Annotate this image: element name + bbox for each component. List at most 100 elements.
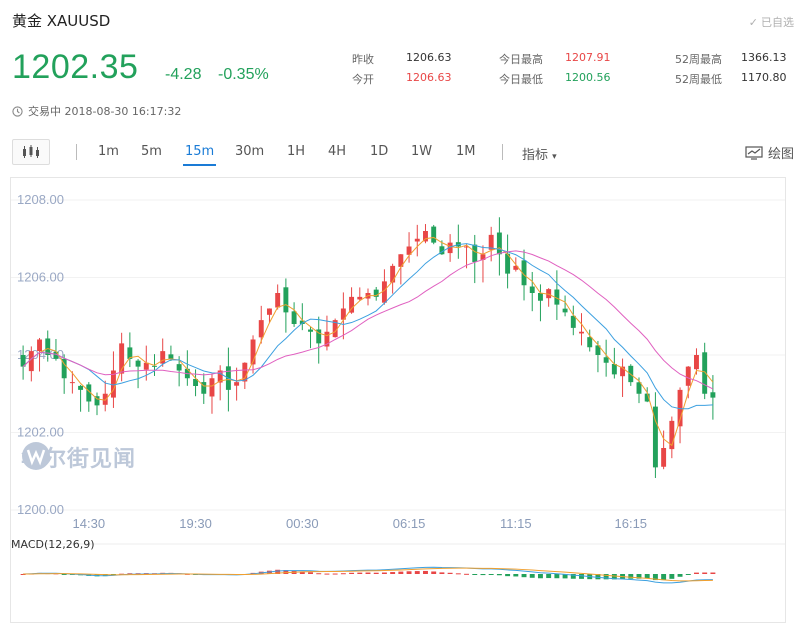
toolbar-divider	[76, 144, 77, 160]
indicator-menu[interactable]: 指标 ▾	[522, 148, 557, 163]
candle-body	[127, 347, 133, 359]
macd-histogram-bar	[554, 574, 560, 579]
candle-body	[464, 246, 470, 248]
y-tick-label: 1204.00	[17, 347, 64, 362]
candle-body	[537, 292, 543, 301]
macd-histogram-bar	[340, 573, 346, 575]
macd-histogram-bar	[324, 573, 330, 575]
y-tick-label: 1200.00	[17, 502, 64, 517]
tf-15m[interactable]: 15m	[182, 144, 217, 166]
candle-body	[275, 293, 281, 308]
candlestick-icon	[23, 145, 39, 158]
macd-histogram-bar	[537, 574, 543, 579]
macd-histogram-bar	[480, 574, 486, 576]
tf-1h[interactable]: 1H	[287, 144, 306, 159]
macd-histogram-bar	[710, 572, 716, 574]
candle-body	[110, 370, 116, 398]
macd-histogram-bar	[570, 574, 576, 579]
tf-1d[interactable]: 1D	[370, 144, 389, 159]
macd-histogram-bar	[365, 572, 371, 574]
instrument-title: 黄金 XAUUSD	[12, 12, 111, 30]
candle-body	[677, 389, 683, 427]
macd-histogram-bar	[275, 569, 281, 574]
macd-histogram-bar	[685, 574, 691, 575]
x-tick-label: 00:30	[286, 516, 319, 531]
macd-histogram-bar	[702, 572, 708, 574]
x-tick-label: 14:30	[73, 516, 106, 531]
macd-histogram-bar	[628, 574, 634, 579]
candle-body	[472, 244, 478, 262]
macd-histogram-bar	[694, 572, 699, 574]
candle-body	[587, 337, 593, 348]
candle-body	[694, 355, 699, 370]
candle-body	[373, 289, 379, 297]
stat-52w-high: 52周最高 1366.13	[675, 51, 787, 66]
candle-body	[357, 296, 363, 300]
price-change: -4.28	[165, 66, 202, 83]
macd-histogram-bar	[390, 572, 396, 574]
candle-body	[488, 234, 494, 250]
candle-body	[94, 396, 100, 406]
macd-histogram-bar	[20, 574, 26, 575]
candlestick-chart[interactable]: 1208.00 1206.00 1204.00 1202.00 1200.00 14:30…	[11, 178, 785, 622]
macd-histogram-bar	[669, 574, 675, 579]
tf-1m[interactable]: 1m	[98, 144, 119, 159]
candle-body	[414, 238, 420, 242]
tf-1w[interactable]: 1W	[411, 144, 433, 159]
candle-body	[266, 308, 272, 315]
tf-30m[interactable]: 30m	[235, 144, 265, 159]
macd-histogram-bar	[513, 574, 519, 577]
macd-histogram-bar	[661, 574, 667, 581]
macd-histogram-bar	[423, 570, 428, 574]
candle-body	[201, 382, 207, 394]
tf-1mo[interactable]: 1M	[456, 144, 476, 159]
candle-body	[299, 320, 305, 324]
candle-body	[102, 393, 108, 405]
candle-body	[398, 254, 404, 267]
draw-button[interactable]: 绘图	[745, 143, 794, 162]
candle-body	[480, 254, 486, 260]
favorite-toggle[interactable]: ✓ 已自选	[749, 14, 794, 30]
status-text: 交易中 2018-08-30 16:17:32	[28, 105, 182, 118]
macd-histogram-bar	[414, 571, 420, 574]
candle-body	[349, 296, 355, 313]
candle-body	[439, 246, 445, 255]
macd-histogram-bar	[127, 573, 133, 575]
stat-52w-low: 52周最低 1170.80	[675, 71, 787, 86]
candle-body	[20, 355, 26, 367]
candle-body	[620, 366, 626, 377]
tf-4h[interactable]: 4H	[328, 144, 347, 159]
candle-body	[390, 265, 396, 283]
candle-body	[406, 246, 412, 255]
candle-body	[505, 253, 511, 274]
tf-5m[interactable]: 5m	[141, 144, 162, 159]
candle-body	[661, 448, 667, 467]
macd-histogram-bar	[579, 574, 584, 579]
candle-body	[521, 260, 527, 286]
macd-histogram-bar	[308, 572, 313, 574]
candle-body	[135, 360, 141, 367]
candle-body	[69, 382, 75, 384]
candle-body	[324, 331, 330, 347]
macd-dea-line	[23, 567, 713, 582]
y-tick-label: 1202.00	[17, 425, 64, 440]
candle-body	[250, 339, 256, 365]
candle-body	[554, 289, 560, 305]
macd-histogram-bar	[349, 572, 355, 574]
x-tick-label: 11:15	[500, 516, 532, 531]
macd-histogram-bar	[488, 574, 494, 575]
candle-body	[316, 329, 322, 344]
macd-histogram-bar	[644, 574, 650, 579]
macd-histogram-bar	[603, 574, 609, 580]
price-chart[interactable]: 1208.00 1206.00 1204.00 1202.00 1200.00 14:30…	[10, 177, 786, 623]
macd-histogram-bar	[472, 574, 478, 575]
macd-histogram-bar	[299, 571, 305, 574]
candle-body	[78, 385, 84, 390]
stat-day-low: 今日最低 1200.56	[499, 71, 611, 86]
caret-down-icon: ▾	[552, 152, 557, 162]
macd-histogram-bar	[562, 574, 568, 579]
macd-histogram-bar	[677, 574, 683, 577]
candle-body	[603, 357, 609, 363]
price-change-pct: -0.35%	[218, 66, 269, 83]
chart-type-button[interactable]	[12, 139, 50, 165]
